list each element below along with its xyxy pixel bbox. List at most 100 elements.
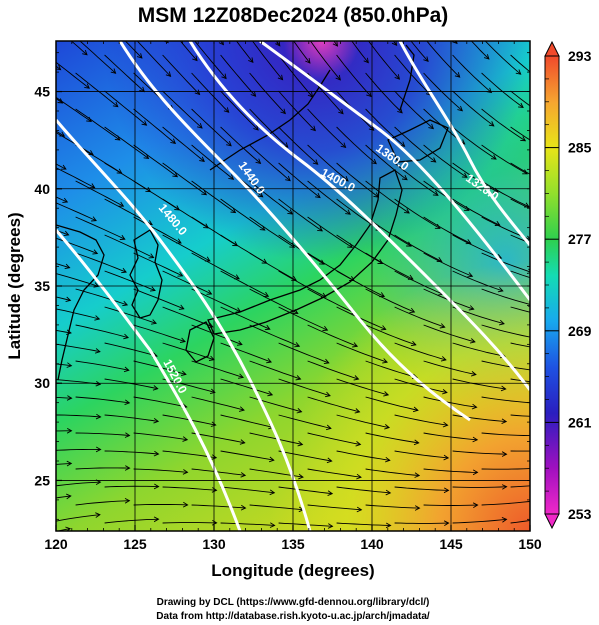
streamline	[104, 54, 145, 92]
streamline	[191, 432, 245, 444]
coastlines	[56, 44, 449, 381]
streamline-arrowhead	[377, 258, 384, 264]
streamline	[278, 486, 333, 495]
streamline-arrowhead	[366, 91, 372, 98]
streamline	[56, 448, 101, 451]
streamline	[79, 41, 116, 74]
streamline-arrowhead	[82, 49, 88, 56]
streamline-arrowhead	[250, 91, 257, 97]
streamline	[220, 450, 274, 461]
streamline-arrowhead	[436, 257, 443, 263]
streamline	[220, 54, 256, 97]
streamline-arrowhead	[517, 41, 519, 42]
streamline-arrowhead	[529, 371, 530, 373]
streamline-arrowhead	[488, 121, 495, 127]
streamline	[56, 229, 69, 236]
streamline-arrowhead	[501, 451, 508, 457]
streamline-arrowhead	[439, 323, 446, 329]
y-axis-label: Latitude (degrees)	[5, 212, 24, 359]
streamline-arrowhead	[501, 484, 508, 490]
streamline	[278, 126, 319, 165]
streamline	[394, 54, 432, 96]
streamline-arrowhead	[94, 315, 101, 321]
colorbar: 293 285 277 269 261 253	[544, 40, 592, 530]
streamline	[510, 126, 530, 141]
streamline	[307, 180, 351, 215]
streamline	[133, 252, 183, 277]
contour-1400	[188, 41, 530, 391]
streamline	[162, 306, 213, 328]
streamline	[484, 41, 521, 75]
colorbar-top-arrow	[544, 40, 560, 57]
streamline	[278, 162, 321, 198]
streamline	[452, 162, 499, 193]
streamline-arrowhead	[531, 466, 536, 471]
streamline	[191, 324, 243, 346]
streamline-arrowhead	[430, 157, 437, 163]
streamline-arrowhead	[501, 516, 508, 523]
streamline	[220, 90, 259, 131]
streamline-arrowhead	[267, 390, 274, 397]
contour-1360	[259, 41, 530, 301]
streamline-arrowhead	[371, 158, 377, 165]
streamline	[249, 360, 301, 380]
streamline-arrowhead	[518, 102, 524, 109]
streamline-arrowhead	[560, 415, 565, 420]
streamline	[220, 126, 261, 164]
streamline-arrowhead	[432, 190, 439, 196]
streamline	[249, 288, 299, 314]
colorbar-tick-label: 277	[568, 231, 592, 247]
streamline	[395, 556, 449, 559]
streamline-arrowhead	[325, 424, 332, 431]
streamline-arrowhead	[92, 249, 99, 255]
streamline-arrowhead	[259, 225, 266, 231]
streamline-arrowhead	[345, 209, 351, 215]
streamline-arrowhead	[172, 172, 179, 178]
streamline	[481, 324, 530, 338]
streamline	[162, 90, 203, 129]
streamline	[278, 90, 316, 131]
streamline-arrowhead	[354, 408, 361, 414]
streamline-arrowhead	[494, 220, 501, 226]
streamline	[365, 252, 414, 280]
streamline-arrowhead	[298, 473, 304, 480]
streamline	[278, 270, 327, 298]
streamline	[56, 196, 68, 203]
streamline	[191, 396, 245, 411]
height-contours	[56, 41, 530, 531]
streamline-arrowhead	[95, 512, 101, 518]
streamline	[56, 430, 72, 432]
streamline-arrowhead	[380, 325, 387, 331]
streamline	[56, 329, 72, 334]
streamline-arrowhead	[87, 150, 94, 156]
streamline	[56, 396, 72, 399]
streamline-arrowhead	[385, 522, 392, 529]
colorbar-tick-label: 269	[568, 323, 592, 339]
streamline-arrowhead	[340, 142, 347, 149]
streamline-arrowhead	[428, 123, 434, 130]
streamline	[307, 216, 353, 248]
streamline-arrowhead	[210, 421, 217, 427]
streamline-arrowhead	[368, 125, 375, 131]
streamline-arrowhead	[327, 523, 334, 529]
streamline-arrowhead	[560, 480, 565, 485]
streamline-arrowhead	[201, 190, 208, 196]
streamline	[124, 41, 143, 59]
streamline	[56, 363, 72, 367]
streamline-arrowhead	[472, 436, 479, 443]
x-tick-label: 125	[123, 536, 147, 552]
streamline	[191, 180, 236, 213]
streamline-arrowhead	[467, 272, 474, 278]
y-tick-label: 35	[34, 278, 50, 294]
streamline-arrowhead	[315, 192, 321, 199]
streamline-arrowhead	[383, 391, 390, 397]
streamline-arrowhead	[238, 406, 245, 412]
colorbar-tick-label: 293	[568, 48, 592, 64]
streamline-arrowhead	[442, 421, 449, 428]
streamline	[75, 288, 128, 306]
streamline	[133, 324, 186, 343]
streamline	[394, 414, 448, 426]
streamline-arrowhead	[153, 450, 160, 457]
streamline	[336, 126, 377, 165]
